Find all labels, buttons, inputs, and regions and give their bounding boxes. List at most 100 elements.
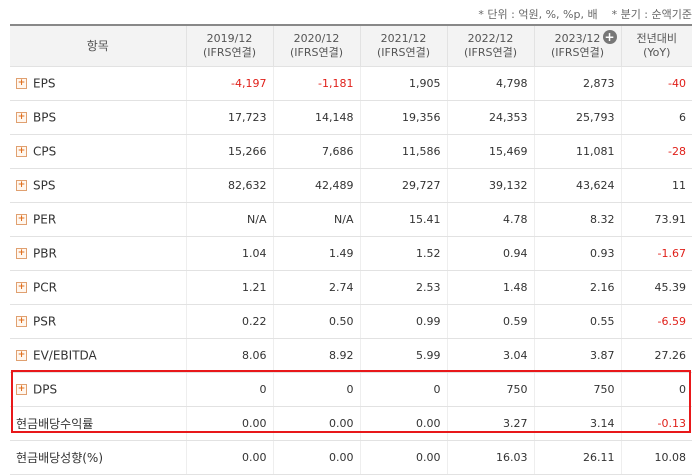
value-cell: -40	[620, 66, 692, 101]
value-cell: 14,148	[272, 100, 360, 135]
value-cell: 7,686	[272, 134, 360, 169]
table-row: + EV/EBITDA 8.06 8.92 5.99 3.04 3.87 27.26	[10, 338, 692, 373]
table-row: + PCR 1.21 2.74 2.53 1.48 2.16 45.39	[10, 270, 692, 305]
quarter-note: * 분기 : 순액기준	[611, 8, 692, 21]
value-cell: 4,798	[446, 66, 534, 101]
value-cell: 73.91	[620, 202, 692, 237]
row-label[interactable]: + PBR	[10, 236, 186, 271]
value-cell: N/A	[272, 202, 360, 237]
row-label[interactable]: + DPS	[10, 372, 186, 407]
table-row: + PER N/A N/A 15.41 4.78 8.32 73.91	[10, 202, 692, 237]
table-row: + EPS -4,197 -1,181 1,905 4,798 2,873 -40	[10, 66, 692, 101]
expand-icon[interactable]: +	[16, 248, 27, 260]
header-col: 2019/12 (IFRS연결)	[185, 24, 273, 67]
value-cell: -28	[620, 134, 692, 169]
value-cell: 8.92	[272, 338, 360, 373]
plus-circle-icon[interactable]: +	[602, 30, 617, 44]
value-cell: 1.52	[359, 236, 447, 271]
row-label[interactable]: + BPS	[10, 100, 186, 135]
value-cell: 2,873	[533, 66, 621, 101]
value-cell: 2.74	[272, 270, 360, 305]
table-header-row: 항목 2019/12 (IFRS연결) 2020/12 (IFRS연결) 2021/…	[10, 24, 692, 67]
expand-icon[interactable]: +	[16, 78, 27, 90]
row-label[interactable]: + EPS	[10, 66, 186, 101]
value-cell: 1,905	[359, 66, 447, 101]
value-cell: 1.21	[185, 270, 273, 305]
value-cell: 2.53	[359, 270, 447, 305]
value-cell: 15,266	[185, 134, 273, 169]
value-cell: 1.48	[446, 270, 534, 305]
value-cell: 0.22	[185, 304, 273, 339]
value-cell: 0.00	[185, 440, 273, 475]
table-row: + SPS 82,632 42,489 29,727 39,132 43,624 11	[10, 168, 692, 203]
value-cell: 750	[446, 372, 534, 407]
expand-icon[interactable]: +	[16, 316, 27, 328]
value-cell: 3.04	[446, 338, 534, 373]
row-label[interactable]: + PCR	[10, 270, 186, 305]
value-cell: 25,793	[533, 100, 621, 135]
value-cell: 24,353	[446, 100, 534, 135]
value-cell: 4.78	[446, 202, 534, 237]
expand-icon[interactable]: +	[16, 384, 27, 396]
table-row: 현금배당수익률 0.00 0.00 0.00 3.27 3.14 -0.13	[10, 406, 692, 441]
value-cell: 8.06	[185, 338, 273, 373]
expand-icon[interactable]: +	[16, 350, 27, 362]
table-row: + DPS 0 0 0 750 750 0	[10, 372, 692, 407]
header-col-yoy: 전년대비 (YoY)	[620, 24, 692, 67]
value-cell: 27.26	[620, 338, 692, 373]
value-cell: 19,356	[359, 100, 447, 135]
value-cell: 16.03	[446, 440, 534, 475]
value-cell: 0.00	[272, 440, 360, 475]
value-cell: 0.59	[446, 304, 534, 339]
value-cell: 0.94	[446, 236, 534, 271]
value-cell: 42,489	[272, 168, 360, 203]
header-col: 2022/12 (IFRS연결)	[446, 24, 534, 67]
row-label[interactable]: + PSR	[10, 304, 186, 339]
value-cell: 1.04	[185, 236, 273, 271]
value-cell: 8.32	[533, 202, 621, 237]
table-row: 현금배당성향(%) 0.00 0.00 0.00 16.03 26.11 10.08	[10, 440, 692, 475]
value-cell: 0	[359, 372, 447, 407]
financial-ratio-table: 항목 2019/12 (IFRS연결) 2020/12 (IFRS연결) 2021/…	[10, 24, 692, 475]
value-cell: 39,132	[446, 168, 534, 203]
row-label[interactable]: + SPS	[10, 168, 186, 203]
value-cell: 0.00	[359, 406, 447, 441]
table-row: + PSR 0.22 0.50 0.99 0.59 0.55 -6.59	[10, 304, 692, 339]
table-row: + CPS 15,266 7,686 11,586 15,469 11,081 -28	[10, 134, 692, 169]
header-col: 2023/12 (IFRS연결) +	[533, 24, 621, 67]
value-cell: 0.50	[272, 304, 360, 339]
value-cell: 3.27	[446, 406, 534, 441]
value-cell: 0.00	[359, 440, 447, 475]
value-cell: 82,632	[185, 168, 273, 203]
value-cell: -4,197	[185, 66, 273, 101]
row-label[interactable]: + EV/EBITDA	[10, 338, 186, 373]
header-col: 2021/12 (IFRS연결)	[359, 24, 447, 67]
value-cell: 29,727	[359, 168, 447, 203]
header-item: 항목	[10, 24, 186, 67]
expand-icon[interactable]: +	[16, 180, 27, 192]
table-row: + PBR 1.04 1.49 1.52 0.94 0.93 -1.67	[10, 236, 692, 271]
value-cell: 0.00	[185, 406, 273, 441]
value-cell: 0.99	[359, 304, 447, 339]
value-cell: 45.39	[620, 270, 692, 305]
value-cell: 10.08	[620, 440, 692, 475]
expand-icon[interactable]: +	[16, 146, 27, 158]
value-cell: 0.00	[272, 406, 360, 441]
row-label: 현금배당수익률	[10, 406, 186, 441]
expand-icon[interactable]: +	[16, 282, 27, 294]
value-cell: 1.49	[272, 236, 360, 271]
value-cell: -0.13	[620, 406, 692, 441]
value-cell: 17,723	[185, 100, 273, 135]
row-label[interactable]: + PER	[10, 202, 186, 237]
table-row: + BPS 17,723 14,148 19,356 24,353 25,793 6	[10, 100, 692, 135]
row-label: 현금배당성향(%)	[10, 440, 186, 475]
row-label[interactable]: + CPS	[10, 134, 186, 169]
value-cell: 11,081	[533, 134, 621, 169]
expand-icon[interactable]: +	[16, 214, 27, 226]
expand-icon[interactable]: +	[16, 112, 27, 124]
value-cell: 11	[620, 168, 692, 203]
value-cell: -1,181	[272, 66, 360, 101]
value-cell: 3.14	[533, 406, 621, 441]
value-cell: 2.16	[533, 270, 621, 305]
value-cell: 6	[620, 100, 692, 135]
